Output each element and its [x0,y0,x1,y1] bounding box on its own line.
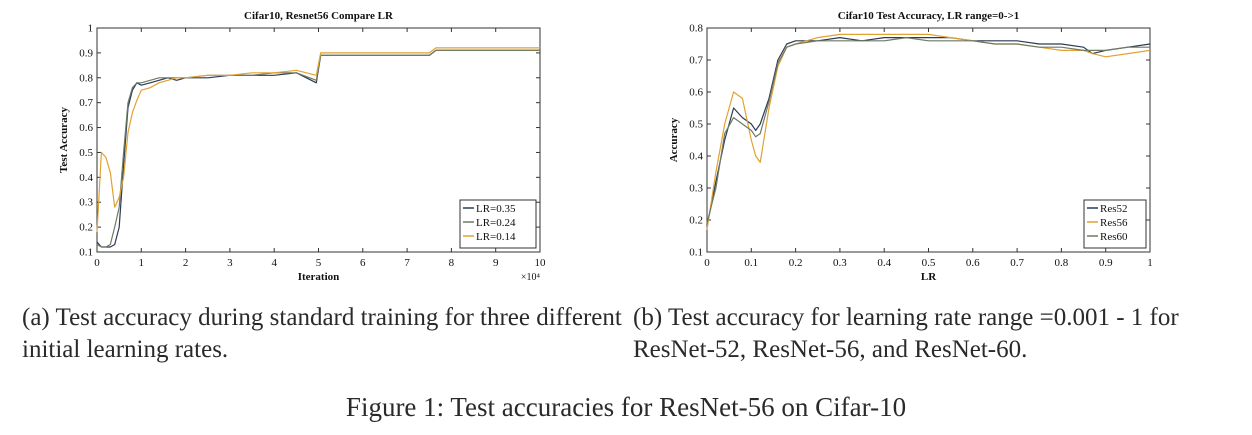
chart-a-ytick-label: 0.4 [79,172,93,184]
chart-b-legend-label: Res56 [1100,217,1128,229]
chart-b-legend-label: Res52 [1100,203,1128,215]
figure-caption: Figure 1: Test accuracies for ResNet-56 … [345,392,907,422]
chart-a-ytick-label: 1 [88,23,94,35]
chart-a-title: Cifar10, Resnet56 Compare LR [244,10,394,22]
chart-b-ytick-label: 0.4 [689,151,703,163]
chart-a-xtick-label: 6 [360,257,366,269]
chart-a: Cifar10, Resnet56 Compare LR 0.1 0.2 0.3 0.4… [40,0,560,290]
chart-b-ytick-label: 0.5 [689,119,703,131]
chart-b-ytick-label: 0.6 [689,87,703,99]
chart-b-ytick-label: 0.7 [689,55,703,67]
chart-a-xtick-label: 10 [535,257,547,269]
chart-a-ytick-label: 0.9 [79,47,93,59]
chart-a-legend-label: LR=0.35 [476,203,516,215]
chart-b-svg: Cifar10 Test Accuracy, LR range=0->10.10… [668,10,1153,283]
chart-a-x-multiplier: ×10⁴ [521,272,541,283]
chart-a-legend-label: LR=0.24 [476,217,516,229]
chart-b-ylabel: Accuracy [668,117,680,162]
chart-b-ytick-label: 0.3 [689,183,703,195]
chart-b-series-line-3 [706,36,1150,224]
chart-b-legend-label: Res60 [1100,231,1128,243]
chart-b-xtick-label: 0.5 [922,257,936,269]
chart-a-xtick-label: 8 [449,257,455,269]
chart-a-xtick-label: 9 [493,257,499,269]
chart-a-ytick-label: 0.8 [79,72,93,84]
chart-a-xtick-label: 3 [227,257,233,269]
chart-a-ytick-label: 0.5 [79,147,93,159]
chart-b-ytick-label: 0.1 [689,247,703,259]
chart-b-xtick-label: 0 [704,257,710,269]
chart-b-xtick-label: 0.4 [877,257,891,269]
caption-b: (b) Test accuracy for learning rate rang… [633,304,1179,363]
chart-b-xtick-label: 1 [1147,257,1153,269]
chart-b-xtick-label: 0.9 [1099,257,1113,269]
chart-b-series-line-2 [706,33,1151,230]
chart-a-ytick-label: 0.1 [79,247,93,259]
chart-a-ytick-label: 0.6 [79,122,93,134]
chart-b-xtick-label: 0.2 [789,257,803,269]
chart-b-plot-frame [706,27,1151,253]
chart-a-xtick-label: 0 [94,257,100,269]
chart-a-xtick-label: 4 [271,257,277,269]
chart-a-xtick-label: 7 [404,257,410,269]
chart-a-svg: Cifar10, Resnet56 Compare LR 0.1 0.2 0.3 0.4… [58,10,547,283]
chart-a-xtick-label: 1 [139,257,145,269]
chart-b-xtick-label: 0.3 [833,257,847,269]
chart-a-ytick-label: 0.7 [79,97,93,109]
chart-a-ylabel: Test Accuracy [58,107,70,173]
chart-a-xtick-label: 2 [183,257,189,269]
chart-b-ytick-label: 0.8 [689,23,703,35]
chart-a-xlabel: Iteration [298,271,340,283]
chart-b-title: Cifar10 Test Accuracy, LR range=0->1 [838,10,1020,22]
chart-a-legend-label: LR=0.14 [476,231,516,243]
chart-a-ytick-label: 0.2 [79,222,93,234]
chart-b-xlabel: LR [921,271,937,283]
chart-a-ytick-label: 0.3 [79,197,93,209]
caption-a: (a) Test accuracy during standard traini… [22,304,622,363]
chart-b: Cifar10 Test Accuracy, LR range=0->1 0.1 0… [650,0,1170,290]
chart-b-xtick-label: 0.6 [966,257,980,269]
chart-b-xtick-label: 0.8 [1055,257,1069,269]
chart-a-series-line-3 [96,47,540,233]
chart-b-ytick-label: 0.2 [689,215,703,227]
chart-b-xtick-label: 0.1 [744,257,758,269]
chart-b-xtick-label: 0.7 [1010,257,1024,269]
chart-a-xtick-label: 5 [316,257,322,269]
